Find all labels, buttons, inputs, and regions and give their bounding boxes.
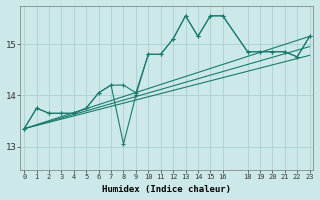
X-axis label: Humidex (Indice chaleur): Humidex (Indice chaleur)	[102, 185, 231, 194]
